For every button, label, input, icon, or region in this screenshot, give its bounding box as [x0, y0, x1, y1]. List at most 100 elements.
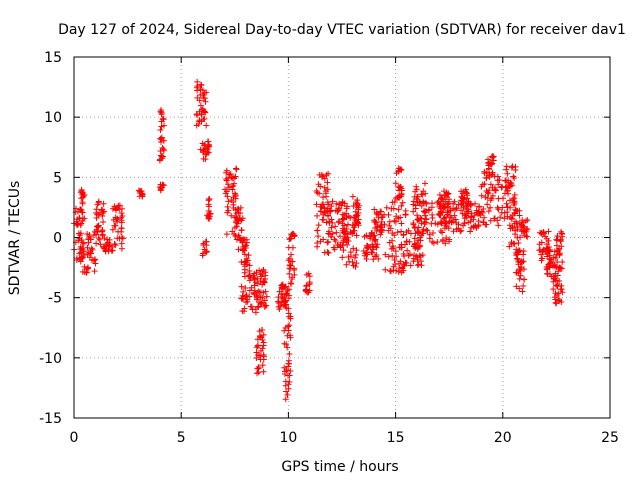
data-point [321, 184, 328, 191]
data-point [500, 195, 507, 202]
data-point [496, 176, 503, 183]
data-point [78, 207, 85, 214]
data-point [158, 118, 165, 125]
data-point [405, 252, 412, 259]
data-point [554, 232, 561, 239]
data-point [411, 242, 418, 249]
data-point [323, 193, 330, 200]
data-point [404, 247, 411, 254]
data-point [241, 305, 248, 312]
data-point [418, 258, 425, 265]
data-point [246, 293, 253, 300]
data-point [437, 219, 444, 226]
data-point [263, 293, 270, 300]
data-point [538, 251, 545, 258]
data-point [400, 261, 407, 268]
data-point [328, 203, 335, 210]
data-point [428, 220, 435, 227]
data-point [550, 286, 557, 293]
data-point [194, 94, 201, 101]
data-point [285, 360, 292, 367]
data-point [253, 354, 260, 361]
data-point [379, 214, 386, 221]
data-point [77, 258, 84, 265]
data-point [478, 183, 485, 190]
data-point [286, 322, 293, 329]
data-point [457, 228, 464, 235]
data-point [251, 291, 258, 298]
data-point [426, 235, 433, 242]
data-point [451, 198, 458, 205]
data-point [336, 218, 343, 225]
data-point [81, 215, 88, 222]
data-point [383, 204, 390, 211]
data-point [398, 244, 405, 251]
data-point [94, 223, 101, 230]
data-point [378, 218, 385, 225]
data-point [231, 190, 238, 197]
data-point [421, 218, 428, 225]
data-point [558, 265, 565, 272]
data-point [453, 205, 460, 212]
data-point [157, 108, 164, 115]
data-point [410, 258, 417, 265]
data-point [254, 343, 261, 350]
data-point [443, 194, 450, 201]
data-point [556, 251, 563, 258]
data-point [95, 235, 102, 242]
data-point [551, 294, 558, 301]
data-point [306, 273, 313, 280]
data-point [317, 238, 324, 245]
data-point [229, 183, 236, 190]
data-point [343, 205, 350, 212]
data-point [429, 211, 436, 218]
data-point [492, 187, 499, 194]
data-point [544, 265, 551, 272]
data-point [325, 238, 332, 245]
data-point [205, 207, 212, 214]
data-point [538, 239, 545, 246]
data-point [237, 204, 244, 211]
data-point [412, 205, 419, 212]
data-point [262, 276, 269, 283]
data-point [91, 256, 98, 263]
data-point [472, 222, 479, 229]
x-tick-label: 15 [387, 430, 405, 446]
data-point [377, 227, 384, 234]
data-point [453, 219, 460, 226]
data-point [558, 243, 565, 250]
data-point [284, 287, 291, 294]
data-point [288, 275, 295, 282]
data-point [465, 208, 472, 215]
data-point [377, 208, 384, 215]
data-point [282, 368, 289, 375]
data-point [505, 183, 512, 190]
data-point [285, 286, 292, 293]
data-point [334, 208, 341, 215]
data-point [468, 224, 475, 231]
data-point [95, 222, 102, 229]
data-point [316, 190, 323, 197]
data-point [413, 183, 420, 190]
data-point [249, 306, 256, 313]
data-point [543, 266, 550, 273]
data-point [544, 241, 551, 248]
data-point [403, 260, 410, 267]
data-point [286, 378, 293, 385]
data-point [437, 200, 444, 207]
data-point [291, 271, 298, 278]
data-point [93, 231, 100, 238]
data-point [279, 281, 286, 288]
data-point [509, 163, 516, 170]
data-point [337, 233, 344, 240]
data-point [76, 235, 83, 242]
data-point [438, 195, 445, 202]
data-point [416, 199, 423, 206]
data-point [287, 367, 294, 374]
data-point [444, 191, 451, 198]
data-point [73, 218, 80, 225]
data-point [514, 234, 521, 241]
data-point [382, 251, 389, 258]
data-point [224, 203, 231, 210]
